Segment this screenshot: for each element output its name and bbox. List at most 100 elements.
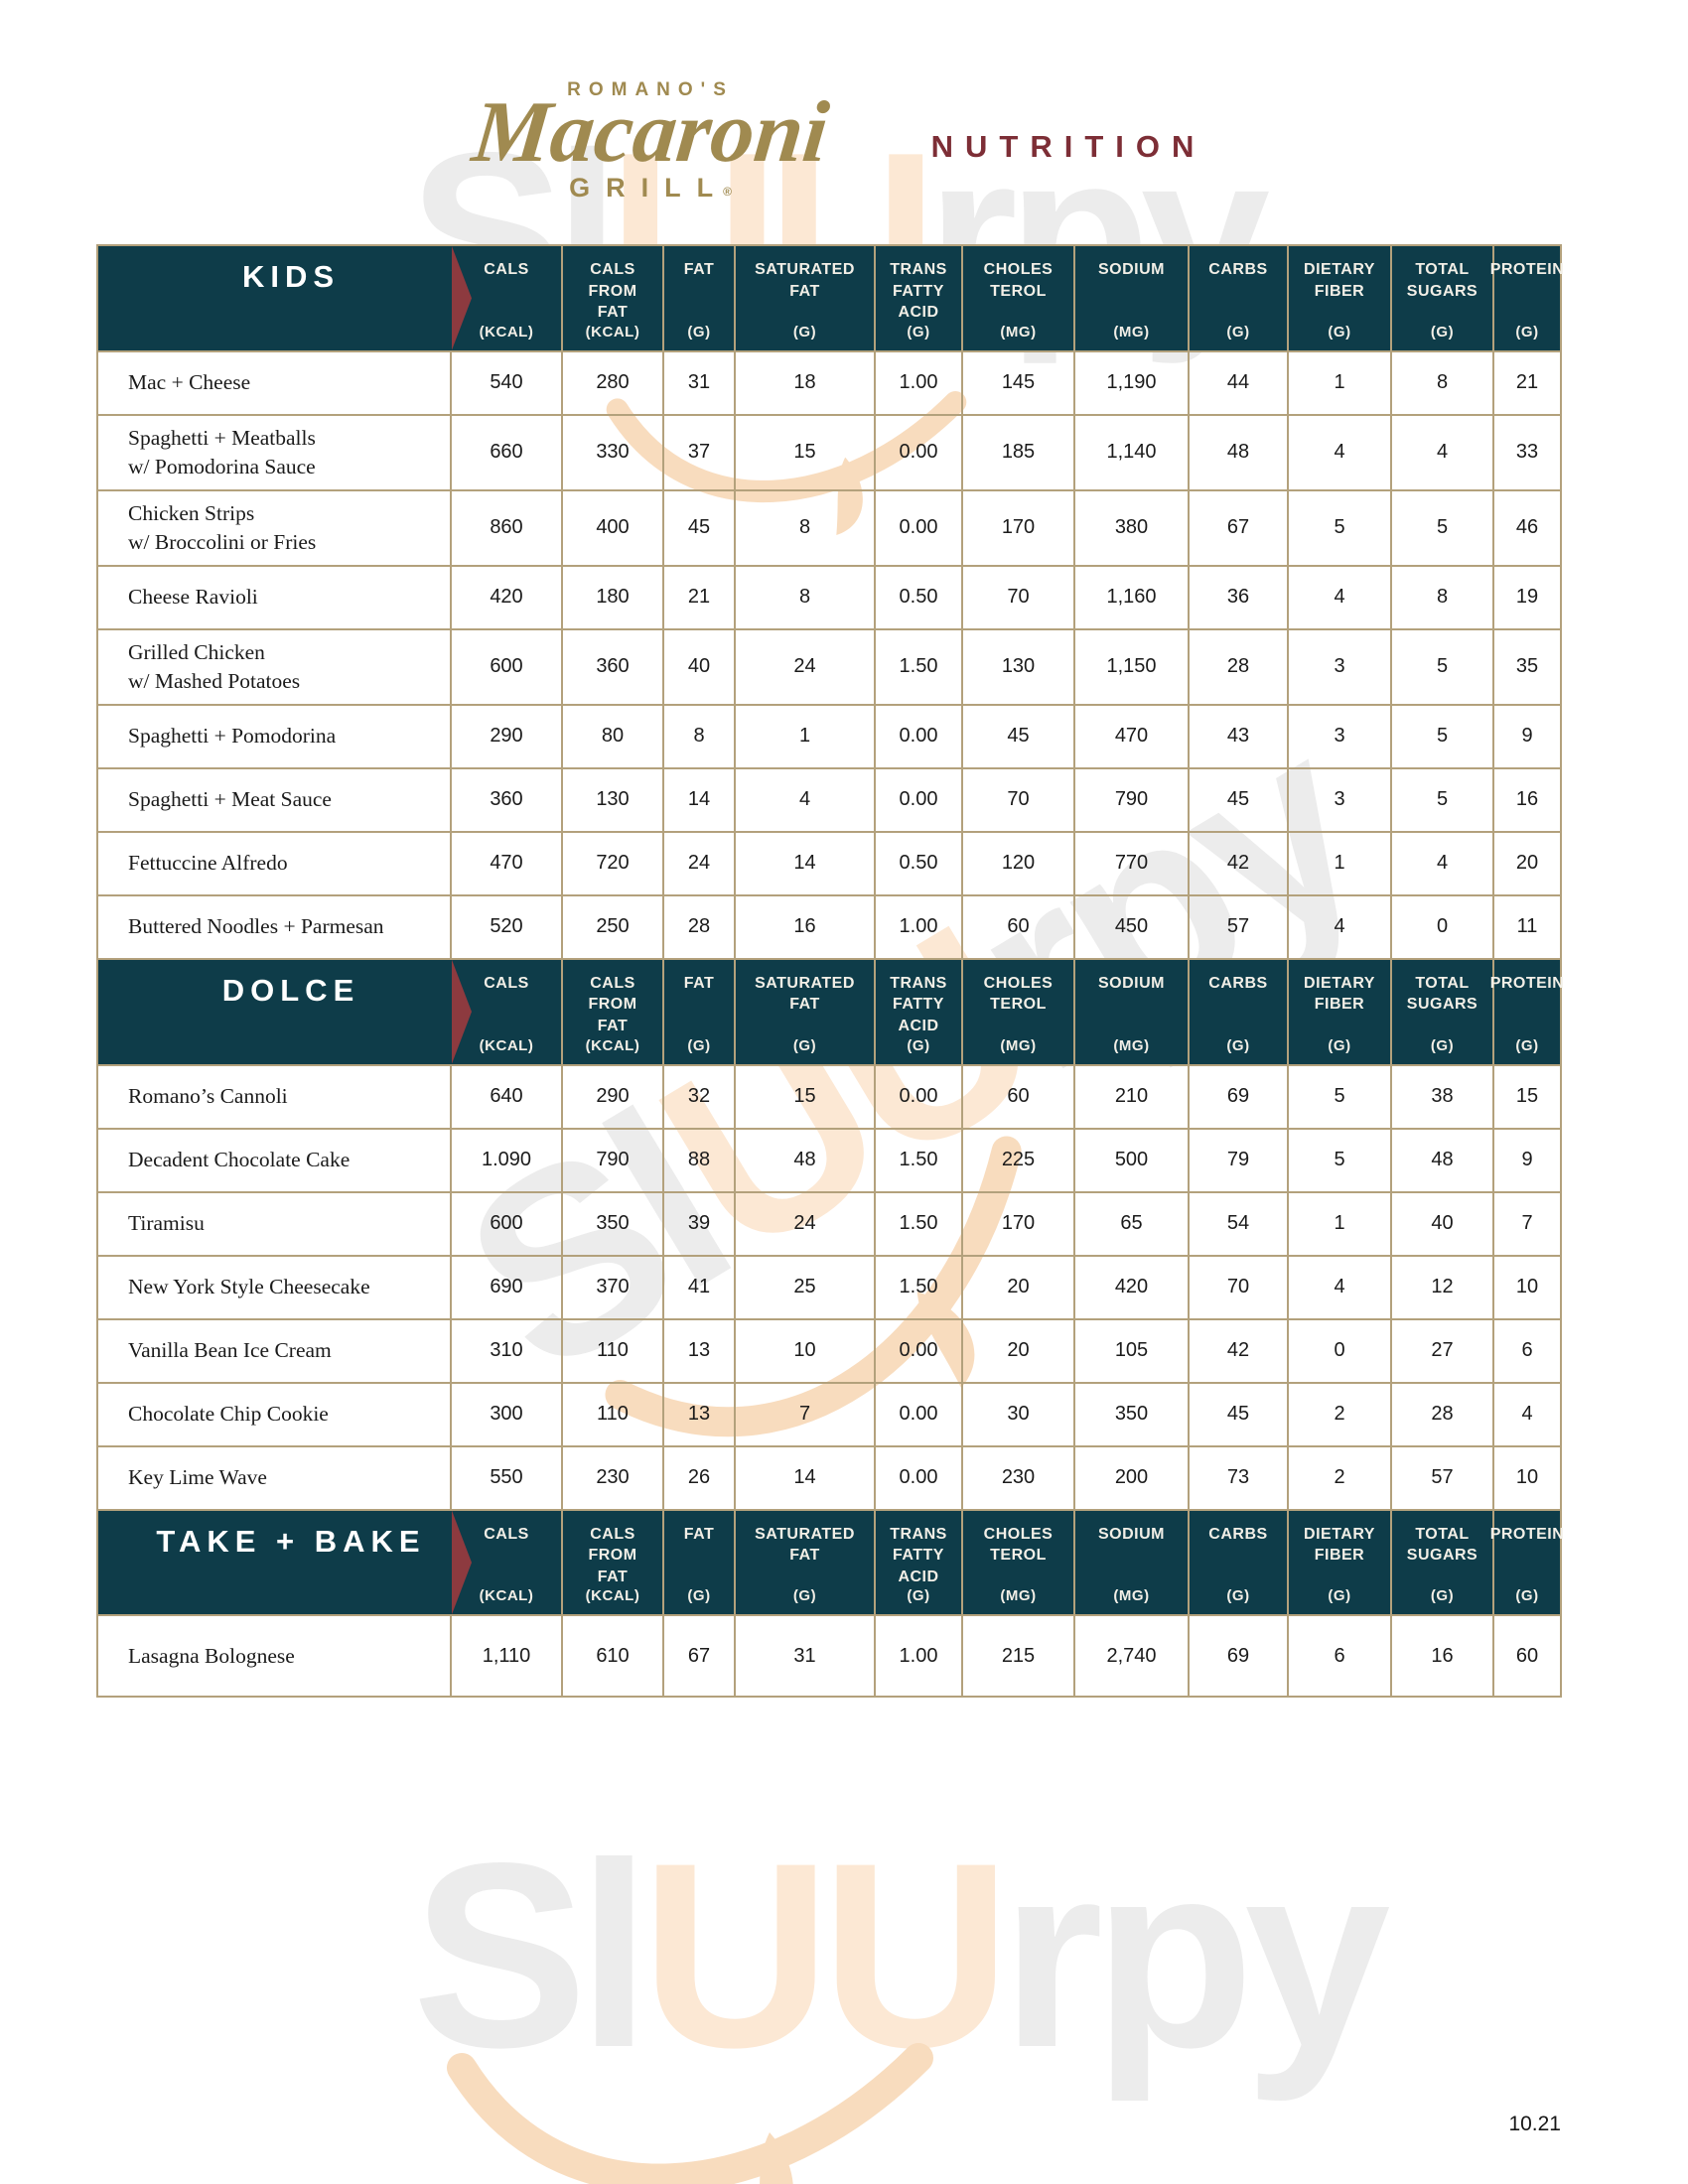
item-value: 88 xyxy=(664,1129,736,1191)
column-header: DIETARY FIBER (G) xyxy=(1289,1510,1392,1615)
item-value: 0.00 xyxy=(876,1065,963,1128)
column-header-line: CARBS xyxy=(1208,974,1268,992)
item-value: 39 xyxy=(664,1192,736,1255)
column-unit: (G) xyxy=(1226,1036,1250,1054)
column-header: TRANS FATTY ACID (G) xyxy=(876,959,963,1064)
column-unit: (G) xyxy=(687,1587,711,1605)
item-value: 13 xyxy=(664,1383,736,1445)
column-header-label: FAT xyxy=(684,259,715,281)
column-unit: (G) xyxy=(1430,1036,1455,1054)
item-value: 80 xyxy=(563,705,664,767)
item-value: 120 xyxy=(963,832,1075,894)
column-header: FAT (G) xyxy=(664,246,736,350)
column-header-label: TOTAL SUGARS xyxy=(1407,973,1477,1016)
item-value: 420 xyxy=(452,566,563,628)
item-value: 3 xyxy=(1289,629,1392,704)
item-value: 67 xyxy=(1190,490,1289,565)
item-value: 60 xyxy=(963,1065,1075,1128)
item-value: 2,740 xyxy=(1075,1616,1190,1697)
table-row: Chicken Strips w/ Broccolini or Fries 860 4… xyxy=(98,490,1560,567)
item-value: 1.50 xyxy=(876,1129,963,1191)
section-banner: DOLCE xyxy=(98,959,452,1064)
column-header: PROTEIN (G) xyxy=(1490,246,1564,350)
item-value: 5 xyxy=(1289,1065,1392,1128)
item-value: 8 xyxy=(736,566,876,628)
column-header: PROTEIN (G) xyxy=(1490,1510,1564,1615)
item-value: 610 xyxy=(563,1616,664,1697)
column-header-line: SODIUM xyxy=(1098,261,1165,278)
column-header-line: TOTAL xyxy=(1415,1525,1470,1543)
item-value: 21 xyxy=(664,566,736,628)
item-value: 500 xyxy=(1075,1129,1190,1191)
column-header-label: SODIUM xyxy=(1098,1524,1165,1546)
item-value: 210 xyxy=(1075,1065,1190,1128)
section-title: DOLCE xyxy=(221,972,360,1008)
column-unit: (KCAL) xyxy=(479,323,534,341)
column-unit: (MG) xyxy=(1000,323,1037,341)
table-row: Key Lime Wave 550 230 26 14 0.00 230 200 73 2 57 10 xyxy=(98,1446,1560,1511)
grill-word: GRILL xyxy=(569,173,730,204)
section-banner: TAKE + BAKE xyxy=(98,1510,452,1615)
column-header: PROTEIN (G) xyxy=(1490,959,1564,1064)
column-header-line: FAT xyxy=(683,1525,715,1543)
item-value: 790 xyxy=(563,1129,664,1191)
column-header-label: PROTEIN xyxy=(1490,1524,1565,1546)
item-value: 6 xyxy=(1289,1616,1392,1697)
table-row: Tiramisu 600 350 39 24 1.50 170 65 54 1 40 7 xyxy=(98,1192,1560,1257)
item-value: 48 xyxy=(736,1129,876,1191)
item-value: 69 xyxy=(1190,1065,1289,1128)
item-value: 15 xyxy=(1515,1085,1539,1108)
item-value: 5 xyxy=(1392,768,1494,831)
column-header-line: CARBS xyxy=(1208,1525,1268,1543)
column-unit: (G) xyxy=(792,323,817,341)
item-value: 15 xyxy=(736,415,876,489)
item-value: 4 xyxy=(1392,415,1494,489)
item-value: 225 xyxy=(963,1129,1075,1191)
item-value: 0.00 xyxy=(876,768,963,831)
item-value: 4 xyxy=(1289,895,1392,958)
item-value: 4 xyxy=(1289,566,1392,628)
item-name: Chocolate Chip Cookie xyxy=(98,1383,452,1445)
item-value: 1.00 xyxy=(876,1616,963,1697)
item-value: 470 xyxy=(452,832,563,894)
item-value: 5 xyxy=(1289,1129,1392,1191)
item-value: 25 xyxy=(736,1256,876,1318)
item-value: 28 xyxy=(1190,629,1289,704)
item-value: 200 xyxy=(1075,1446,1190,1509)
item-value: 20 xyxy=(963,1256,1075,1318)
item-name-line: Spaghetti + Meat Sauce xyxy=(128,787,332,812)
column-unit: (G) xyxy=(907,323,930,341)
item-value: 145 xyxy=(963,351,1075,414)
column-unit: (KCAL) xyxy=(585,1587,640,1605)
item-value: 170 xyxy=(963,1192,1075,1255)
column-header-label: TOTAL SUGARS xyxy=(1407,259,1477,302)
item-value: 46 xyxy=(1515,516,1539,539)
column-header-line: ACID xyxy=(898,304,939,322)
item-value: 0 xyxy=(1289,1319,1392,1382)
table-row: Buttered Noodles + Parmesan 520 250 28 16 1.0… xyxy=(98,895,1560,960)
item-value: 0.00 xyxy=(876,705,963,767)
item-value: 16 xyxy=(1392,1616,1494,1697)
item-value: 26 xyxy=(664,1446,736,1509)
column-header-line: FATTY xyxy=(893,996,944,1014)
table-row: Mac + Cheese 540 280 31 18 1.00 145 1,190 44 1 8 21 xyxy=(98,351,1560,416)
column-header-line: FATTY xyxy=(893,1547,944,1565)
item-value: 69 xyxy=(1190,1616,1289,1697)
item-value: 13 xyxy=(664,1319,736,1382)
column-unit: (G) xyxy=(1430,323,1455,341)
column-header: CHOLES TEROL (MG) xyxy=(963,959,1075,1064)
item-value: 790 xyxy=(1075,768,1190,831)
item-value: 180 xyxy=(563,566,664,628)
column-header-line: FATTY xyxy=(893,282,944,300)
item-value: 4 xyxy=(1289,1256,1392,1318)
item-value: 70 xyxy=(963,566,1075,628)
item-value: 370 xyxy=(563,1256,664,1318)
item-value: 79 xyxy=(1190,1129,1289,1191)
table-row: Spaghetti + Pomodorina 290 80 8 1 0.00 45 470 43… xyxy=(98,705,1560,769)
brand-romanos-text: ROMANO'S xyxy=(567,79,734,100)
item-name-line: Mac + Cheese xyxy=(128,370,251,395)
item-value: 0.50 xyxy=(876,832,963,894)
item-value: 280 xyxy=(563,351,664,414)
item-value: 360 xyxy=(563,629,664,704)
brand-logo: ROMANO'S Macaroni GRILL® xyxy=(417,79,884,204)
